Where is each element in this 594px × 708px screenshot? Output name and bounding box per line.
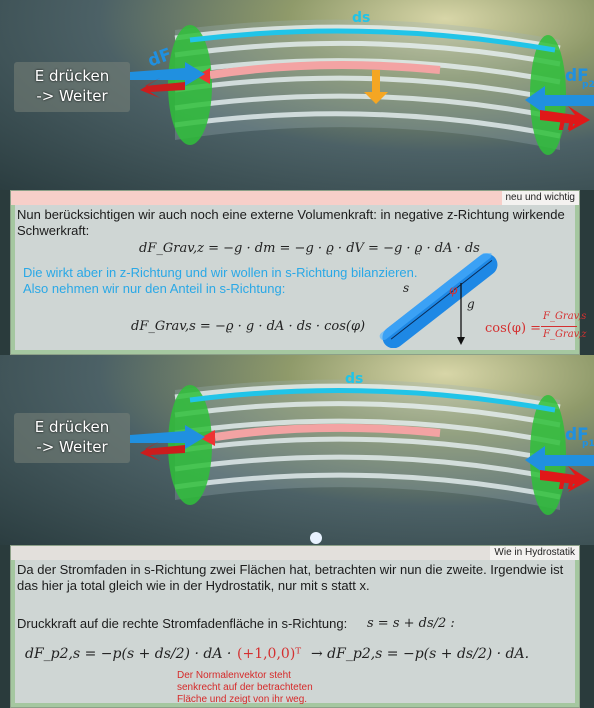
keyboard-hint-2: E drücken -> Weiter (14, 413, 130, 463)
fig-label-g: g (467, 297, 475, 311)
hint-line-1: E drücken (34, 418, 110, 436)
panel-tag: Wie in Hydrostatik (490, 546, 579, 560)
note-line-2: senkrecht auf der betrachteten (177, 682, 313, 693)
panel-header-strip (11, 546, 579, 560)
formula-grav-z: dF_Grav,z = −g · dm = −g · ϱ · dV = −g ·… (139, 241, 480, 256)
frac-bar (541, 326, 577, 327)
frac-numerator: F_Grav,s (543, 311, 587, 322)
keyboard-hint: E drücken -> Weiter (14, 62, 130, 112)
label-n: n (558, 467, 576, 495)
pressure-line-text: Druckkraft auf die rechte Stromfadenfläc… (17, 616, 348, 631)
streamtube-render-2 (130, 379, 594, 544)
label-p1: p1 (582, 439, 594, 449)
hint-line-2: -> Weiter (36, 438, 108, 456)
hint-line-1: E drücken (34, 67, 110, 85)
formula-normal-vector: (+1,0,0)ᵀ (237, 646, 302, 662)
label-dF-right: dF (565, 66, 589, 86)
cos-label: cos(φ) = (485, 321, 542, 336)
intro-text: Da der Stromfaden in s-Richtung zwei Flä… (17, 562, 564, 593)
frac-denominator: F_Grav,z (543, 329, 587, 340)
blue-line-2: Also nehmen wir nur den Anteil in s-Rich… (23, 281, 286, 296)
explanation-panel-pressure: Wie in Hydrostatik Da der Stromfaden in … (10, 545, 580, 708)
formula-right: → dF_p2,s = −p(s + ds/2) · dA. (311, 646, 530, 662)
tilted-tube-figure (379, 253, 498, 348)
viewport-scene-top[interactable]: E drücken -> Weiter ds dF dF p2 n (0, 0, 594, 190)
explanation-panel-gravity: neu und wichtig Nun berücksichtigen wir … (10, 190, 587, 355)
streamtube-render (130, 19, 594, 155)
label-n: n (558, 108, 576, 136)
panel-tag: neu und wichtig (501, 191, 579, 205)
note-line-3: Fläche und zeigt von ihr weg. (177, 694, 308, 705)
formula-left: dF_p2,s = −p(s + ds/2) · dA · (25, 646, 232, 662)
label-p2: p2 (582, 80, 594, 90)
fig-label-phi: φ (449, 283, 458, 297)
label-ds: ds (352, 10, 371, 26)
viewport-scene-bottom[interactable]: E drücken -> Weiter ds dF p1 n (0, 355, 594, 545)
fig-label-s: s (403, 281, 410, 295)
label-dF-right: dF (565, 425, 589, 445)
formula-grav-s: dF_Grav,s = −ϱ · g · dA · ds · cos(φ) (131, 319, 366, 334)
panel-header-strip (11, 191, 579, 205)
note-line-1: Der Normalenvektor steht (177, 670, 291, 681)
label-ds: ds (345, 371, 364, 387)
hint-line-2: -> Weiter (36, 87, 108, 105)
intro-text: Nun berücksichtigen wir auch noch eine e… (17, 207, 565, 238)
blue-line-1: Die wirkt aber in z-Richtung und wir wol… (23, 265, 418, 280)
pressure-line-math: s = s + ds/2 : (367, 616, 455, 631)
